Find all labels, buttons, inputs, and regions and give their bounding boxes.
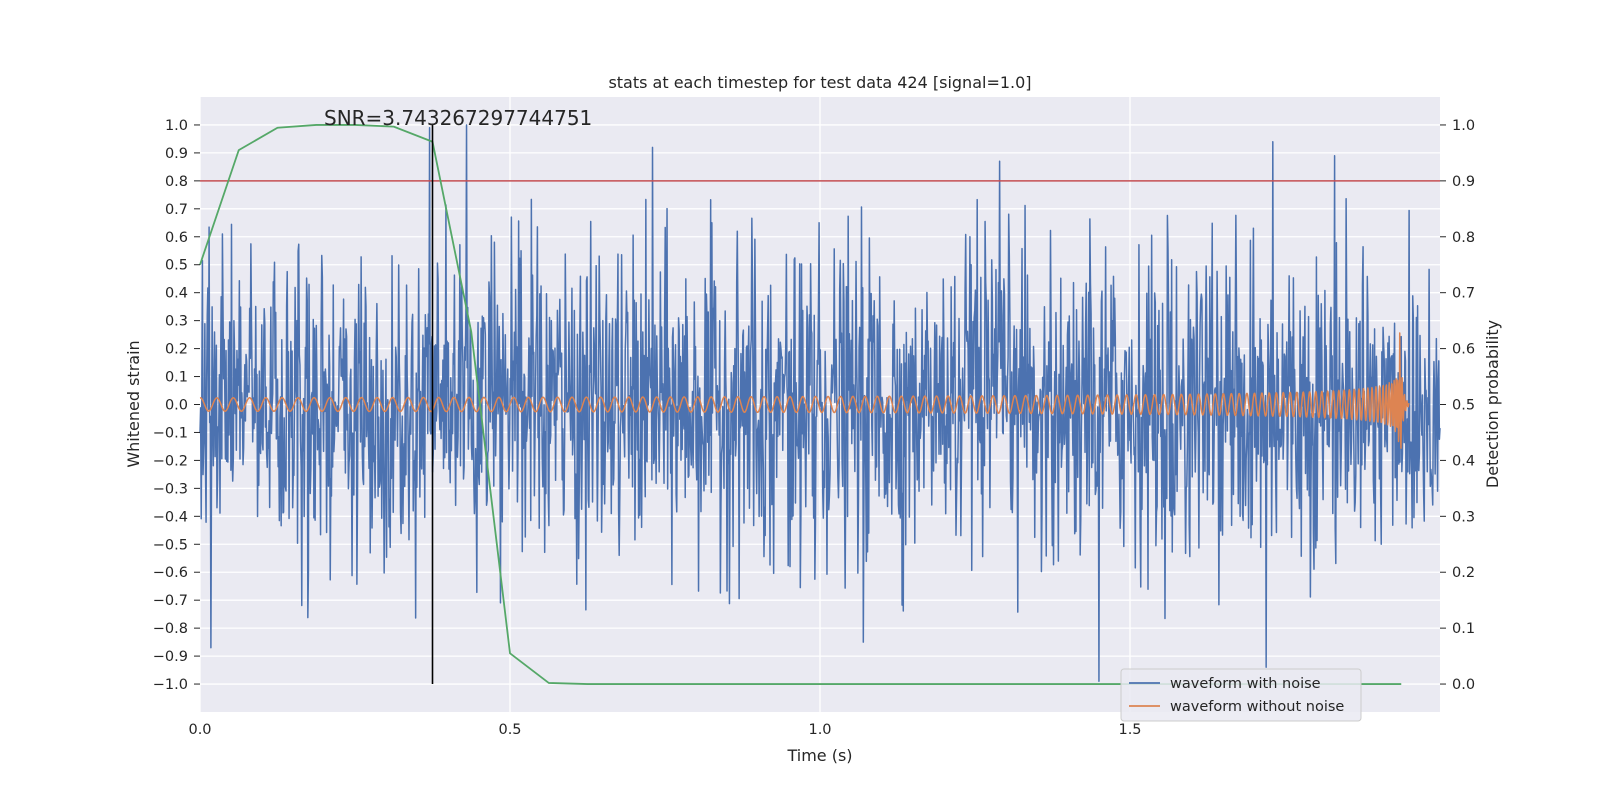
series-waveform-with-noise [199,124,1441,682]
y-left-tick-label: 0.7 [165,202,188,218]
y-left-tick-label: 1.0 [165,118,188,134]
y-left-tick-label: −0.8 [153,621,188,637]
y-right-tick-label: 0.3 [1452,509,1475,525]
tick-layer: 0.0 0.5 1.0 1.5 1.0 0.9 0.8 0.7 0.6 0.5 0.4 0.3 0.2 0… [153,118,1475,738]
y-left-tick-label: 0.5 [165,258,188,274]
y-left-tick-label: −0.1 [153,425,188,441]
y-right-tick-label: 0.8 [1452,230,1475,246]
y-left-tick-label: 0.8 [165,174,188,190]
y-left-tick-label: −0.9 [153,649,188,665]
legend-label-clean: waveform without noise [1170,699,1344,715]
y-axis-label-right: Detection probability [1483,320,1502,488]
series-waveform-without-noise [199,332,1410,449]
x-axis-label: Time (s) [786,746,852,765]
y-left-tick-label: −0.3 [153,481,188,497]
y-right-tick-label: 0.9 [1452,174,1475,190]
y-left-tick-label: −0.5 [153,537,188,553]
x-tick-label: 1.0 [808,722,831,738]
y-right-tick-label: 0.1 [1452,621,1475,637]
y-right-tick-label: 0.7 [1452,286,1475,302]
y-right-tick-label: 0.2 [1452,565,1475,581]
y-right-tick-label: 0.6 [1452,342,1475,358]
legend-label-noise: waveform with noise [1170,676,1321,692]
y-left-tick-label: −0.7 [153,593,188,609]
y-left-tick-label: 0.2 [165,342,188,358]
x-tick-label: 1.5 [1118,722,1141,738]
y-axis-label-left: Whitened strain [124,340,143,467]
y-left-tick-label: −1.0 [153,677,188,693]
y-left-tick-label: 0.4 [165,286,188,302]
series-detection-probability [199,124,1402,685]
y-left-tick-label: −0.2 [153,453,188,469]
y-right-tick-label: 0.5 [1452,398,1475,414]
y-right-tick-label: 0.0 [1452,677,1475,693]
series-layer [199,124,1441,685]
legend-box [1120,668,1362,722]
y-left-tick-label: −0.4 [153,509,188,525]
legend: waveform with noise waveform without noi… [1120,668,1362,722]
y-left-tick-label: 0.6 [165,230,188,246]
snr-annotation: SNR=3.743267297744751 [324,106,592,130]
y-left-tick-label: 0.9 [165,146,188,162]
y-left-tick-label: 0.1 [165,370,188,386]
x-tick-label: 0.5 [498,722,521,738]
y-left-tick-label: 0.0 [165,398,188,414]
x-tick-label: 0.0 [188,722,211,738]
y-right-tick-label: 0.4 [1452,453,1475,469]
y-left-tick-label: −0.6 [153,565,188,581]
chart-title: stats at each timestep for test data 424… [608,73,1031,92]
y-left-tick-label: 0.3 [165,314,188,330]
y-right-tick-label: 1.0 [1452,118,1475,134]
